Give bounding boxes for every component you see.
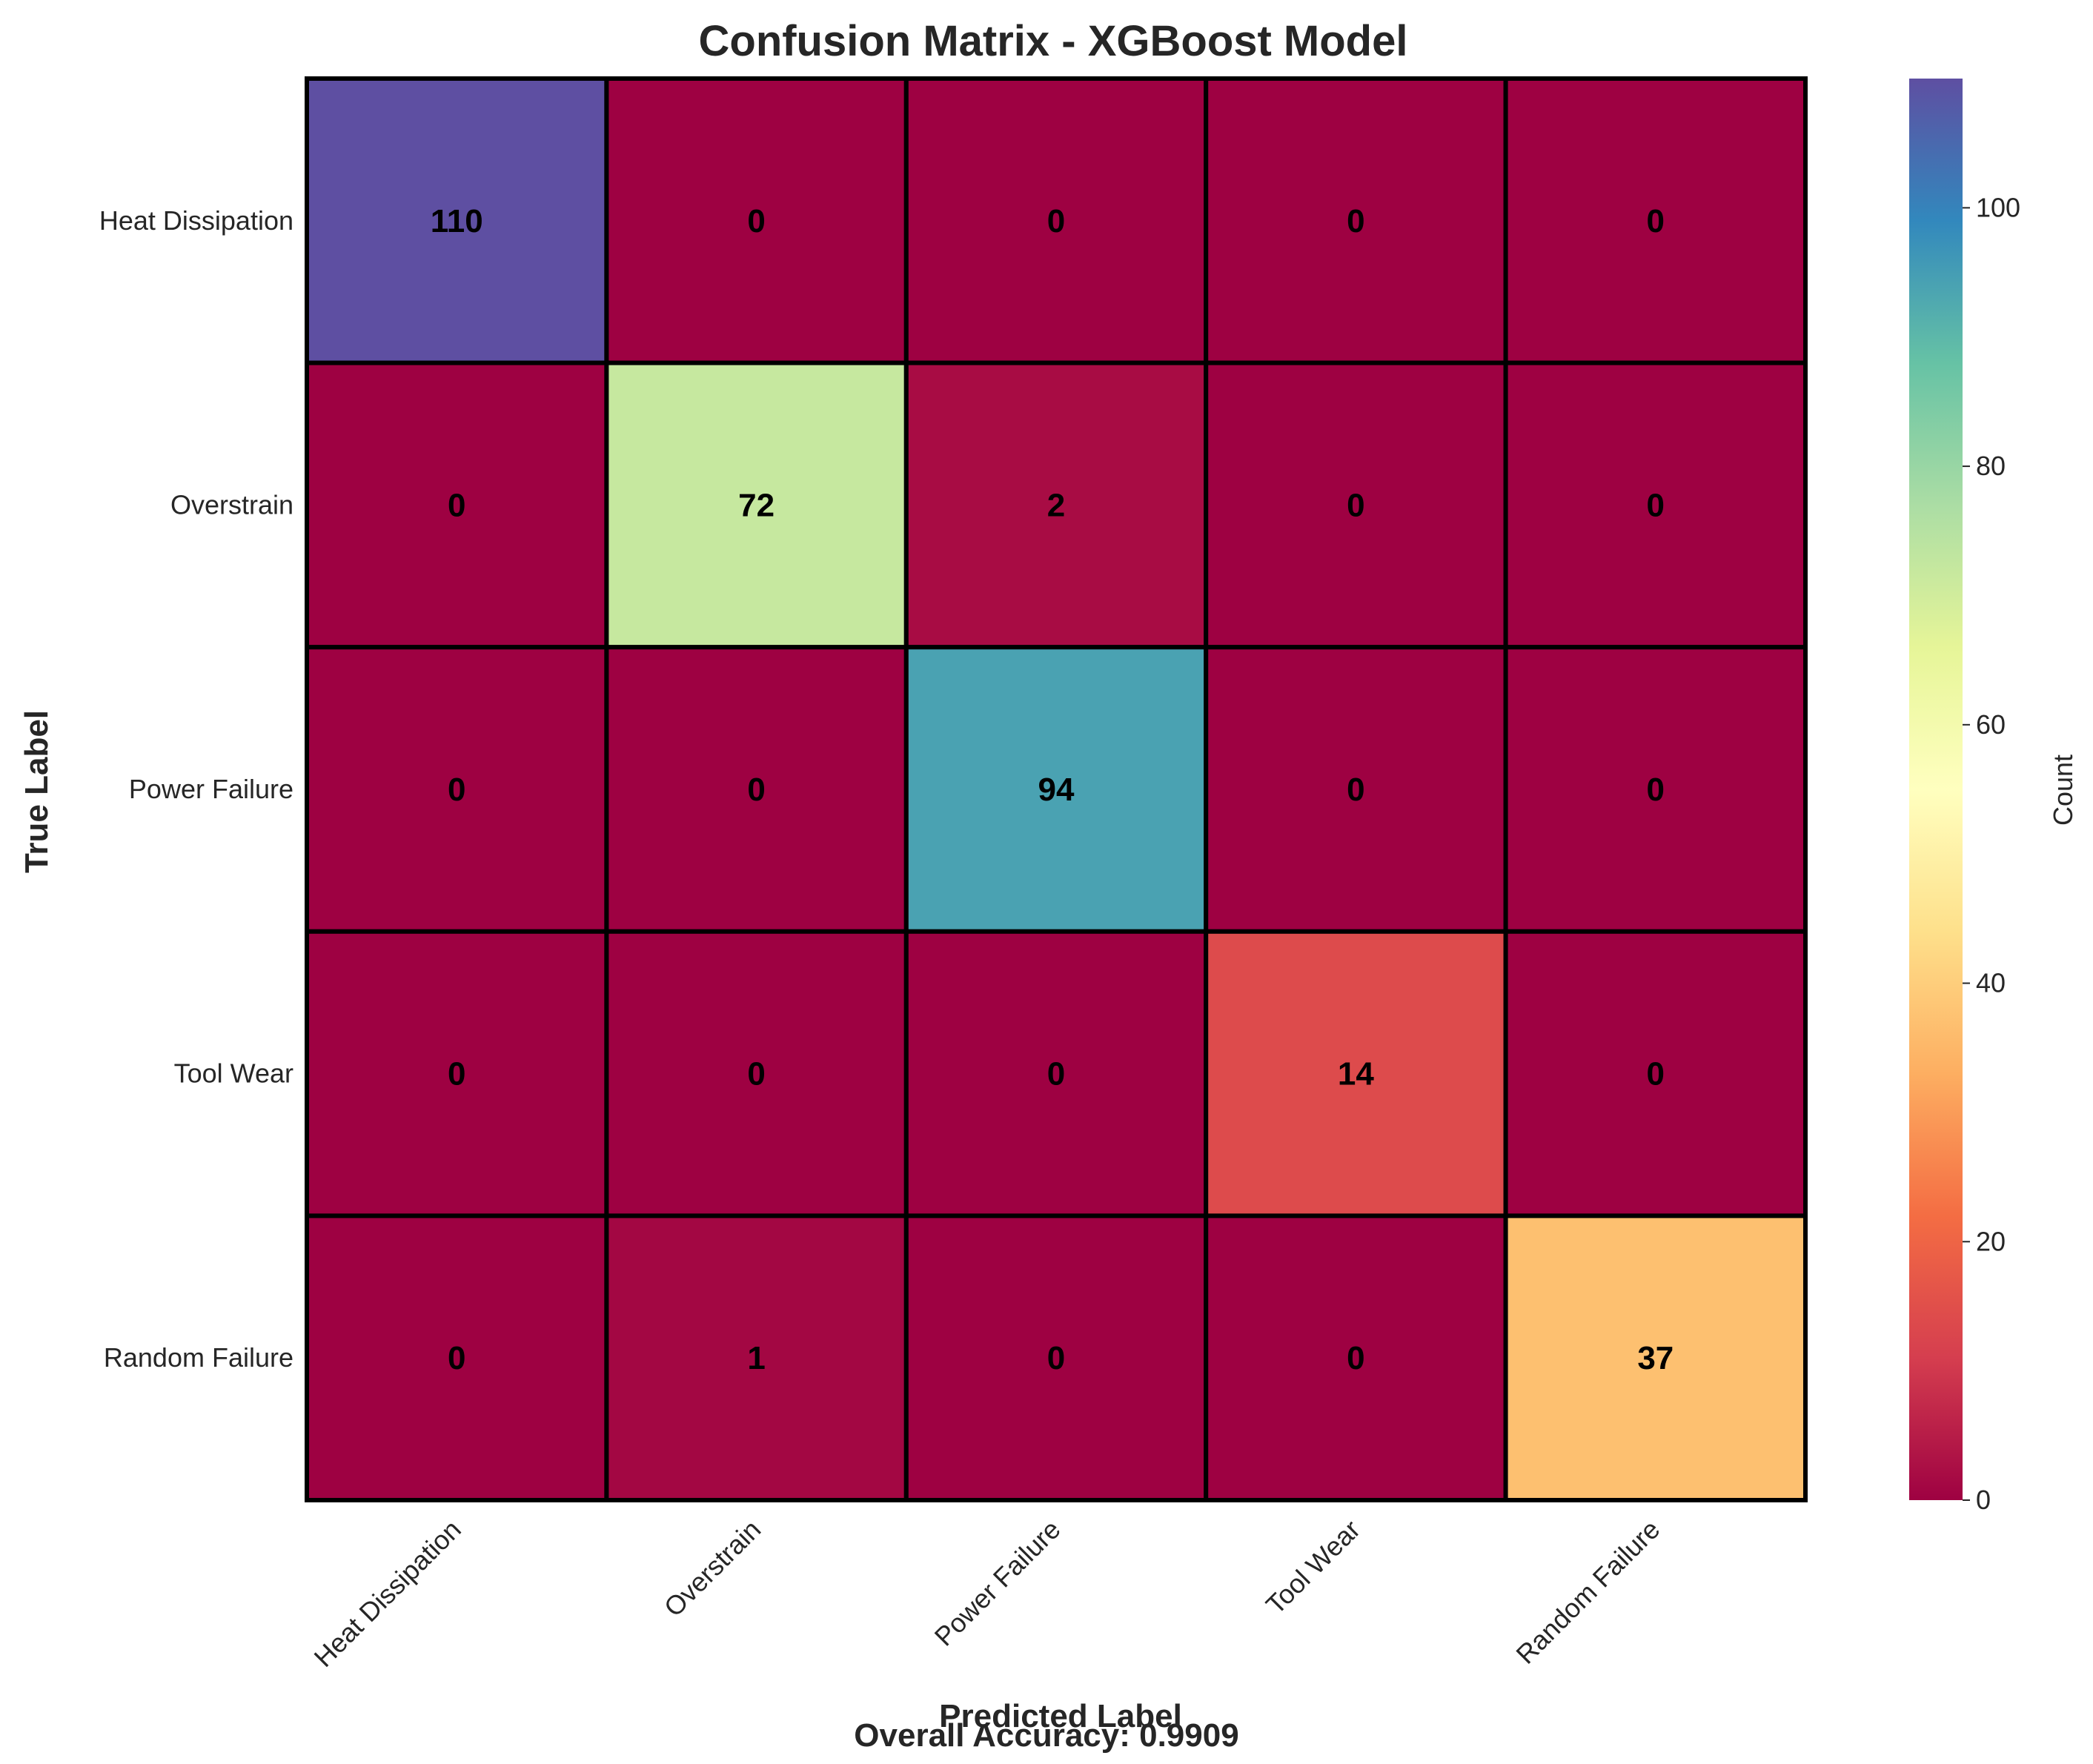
y-tick-label: Power Failure (129, 774, 293, 804)
cell-value-label: 0 (1647, 487, 1665, 523)
heatmap-cell (305, 76, 609, 365)
heatmap-cell (305, 1213, 609, 1503)
y-tick-label: Overstrain (170, 489, 293, 520)
x-tick-labels: Heat Dissipation Overstrain Power Failure T… (308, 1514, 1666, 1673)
y-tick-label: Heat Dissipation (99, 205, 293, 236)
y-tick-labels: Heat Dissipation Overstrain Power Failure T… (99, 205, 293, 1373)
colorbar-tick-label: 0 (1976, 1485, 1991, 1515)
cell-value-label: 72 (738, 487, 774, 523)
y-axis-label: True Label (19, 710, 55, 873)
cell-value-label: 0 (1647, 203, 1665, 239)
cell-value-label: 0 (1047, 1340, 1065, 1376)
heatmap-cell (604, 1213, 909, 1503)
overall-accuracy-text: Overall Accuracy: 0.9909 (854, 1717, 1238, 1754)
heatmap-cell (1204, 645, 1508, 934)
cell-value-label: 0 (448, 772, 465, 808)
colorbar-tick-label: 100 (1976, 192, 2020, 222)
cell-value-label: 2 (1047, 487, 1065, 523)
colorbar-ticks: 0 20 40 60 80 100 (1963, 192, 2020, 1515)
colorbar-tick-label: 60 (1976, 709, 2006, 740)
heatmap-cell (1503, 929, 1808, 1218)
colorbar-tick-label: 20 (1976, 1226, 2006, 1256)
heatmap-cell (903, 76, 1209, 365)
cell-value-label: 0 (1647, 1056, 1665, 1092)
chart-title: Confusion Matrix - XGBoost Model (699, 17, 1408, 65)
y-tick-label: Tool Wear (174, 1058, 293, 1089)
x-axis-label: Predicted Label (939, 1698, 1182, 1734)
heatmap-cell (305, 360, 609, 650)
cell-value-label: 0 (448, 1340, 465, 1376)
heatmap-cell (903, 360, 1209, 650)
heatmap-cell (1503, 1213, 1808, 1503)
cell-value-label: 0 (747, 772, 765, 808)
x-tick-label: Power Failure (929, 1514, 1067, 1652)
cell-value-label: 110 (431, 203, 483, 239)
cell-value-label: 0 (1347, 203, 1364, 239)
cell-value-label: 1 (747, 1340, 765, 1376)
heatmap-cell (1503, 645, 1808, 934)
heatmap-cell (903, 929, 1209, 1218)
cell-value-label: 94 (1038, 772, 1075, 808)
x-tick-label: Heat Dissipation (308, 1514, 467, 1673)
heatmap-cells: 110 0 0 0 0 0 72 2 0 0 0 0 94 0 0 0 0 0 14 0 0 1 0 0 37 (305, 76, 1808, 1503)
colorbar-tick-label: 40 (1976, 968, 2006, 998)
heatmap-cell (903, 1213, 1209, 1503)
heatmap-cell (1204, 929, 1508, 1218)
cell-value-label: 0 (1047, 203, 1065, 239)
heatmap-cell (1503, 360, 1808, 650)
cell-value-label: 0 (448, 1056, 465, 1092)
y-tick-label: Random Failure (104, 1342, 293, 1373)
heatmap-cell (305, 929, 609, 1218)
cell-value-label: 0 (1347, 487, 1364, 523)
cell-value-label: 0 (747, 1056, 765, 1092)
colorbar: 0 20 40 60 80 100 Count (1909, 79, 2078, 1515)
colorbar-tick-label: 80 (1976, 451, 2006, 481)
cell-value-label: 0 (1047, 1056, 1065, 1092)
x-tick-label: Overstrain (658, 1514, 766, 1622)
heatmap-cell (604, 76, 909, 365)
cell-value-label: 37 (1637, 1340, 1674, 1376)
x-tick-label: Random Failure (1510, 1514, 1665, 1670)
cell-value-label: 14 (1338, 1056, 1374, 1092)
colorbar-label: Count (2048, 755, 2078, 826)
cell-value-label: 0 (448, 487, 465, 523)
cell-value-label: 0 (747, 203, 765, 239)
heatmap-cell (1204, 76, 1508, 365)
cell-value-label: 0 (1347, 1340, 1364, 1376)
x-tick-label: Tool Wear (1260, 1514, 1366, 1620)
colorbar-gradient (1909, 79, 1963, 1500)
cell-value-label: 0 (1347, 772, 1364, 808)
cell-value-label: 0 (1647, 772, 1665, 808)
heatmap-cell (604, 929, 909, 1218)
heatmap-cell (604, 645, 909, 934)
